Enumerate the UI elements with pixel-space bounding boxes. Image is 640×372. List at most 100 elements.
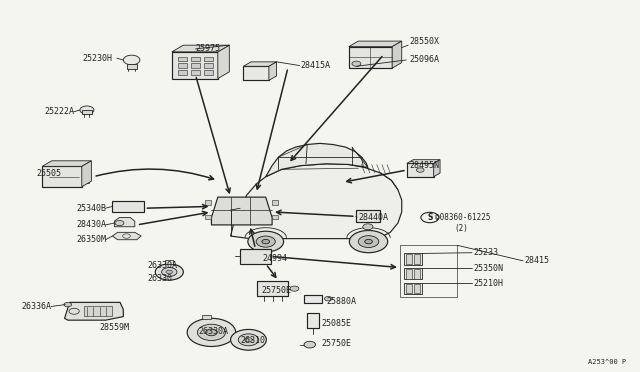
Circle shape [352, 61, 361, 66]
Polygon shape [434, 160, 440, 177]
Text: A253^00 P: A253^00 P [588, 359, 627, 365]
Text: 25750E: 25750E [261, 286, 291, 295]
Bar [191, 57, 200, 61]
Polygon shape [407, 160, 440, 163]
Bar [178, 63, 187, 68]
Text: 28440A: 28440A [358, 213, 388, 222]
Text: 26330A: 26330A [148, 261, 177, 270]
Circle shape [349, 231, 388, 253]
Text: 25505: 25505 [36, 169, 61, 177]
Circle shape [64, 302, 72, 307]
Bar [414, 254, 420, 264]
Circle shape [162, 267, 177, 276]
Circle shape [238, 334, 259, 346]
Bar [406, 284, 412, 294]
Circle shape [80, 106, 94, 114]
Bar [82, 110, 92, 115]
Text: 28415A: 28415A [301, 61, 331, 70]
Circle shape [290, 286, 299, 291]
Bar [178, 57, 187, 61]
Circle shape [363, 224, 373, 230]
Circle shape [358, 235, 379, 247]
Bar [272, 200, 278, 205]
Bar [82, 170, 90, 176]
Polygon shape [115, 218, 135, 227]
Bar [406, 269, 412, 279]
Bar [172, 52, 218, 78]
Polygon shape [243, 62, 276, 66]
Bar [42, 166, 82, 187]
Circle shape [417, 168, 424, 172]
Text: 26330A: 26330A [198, 327, 228, 336]
Text: 25880A: 25880A [326, 297, 356, 306]
Text: 28550X: 28550X [410, 37, 440, 46]
Bar [113, 201, 145, 212]
Bar [404, 253, 422, 264]
Bar [414, 284, 420, 294]
Polygon shape [269, 62, 276, 80]
Circle shape [244, 337, 252, 342]
Circle shape [304, 341, 316, 348]
Polygon shape [392, 41, 402, 68]
Text: 28415: 28415 [524, 256, 549, 265]
Bar [404, 283, 422, 294]
Polygon shape [218, 45, 229, 78]
Bar [404, 268, 422, 279]
Text: 24994: 24994 [262, 254, 287, 263]
Circle shape [124, 55, 140, 65]
Circle shape [324, 296, 332, 301]
Circle shape [187, 318, 236, 346]
Polygon shape [65, 302, 124, 320]
Circle shape [156, 264, 183, 280]
Bar [272, 215, 278, 219]
Bar [414, 269, 420, 279]
Text: 28430A: 28430A [76, 221, 106, 230]
Text: 25222A: 25222A [44, 108, 74, 116]
Text: (2): (2) [454, 224, 468, 233]
Text: 26310: 26310 [240, 336, 265, 346]
Text: ©08360-61225: ©08360-61225 [435, 213, 490, 222]
Text: 25750E: 25750E [322, 339, 352, 348]
Text: 28559M: 28559M [100, 323, 130, 332]
Bar [204, 57, 212, 61]
Bar [243, 66, 269, 80]
Text: 28495N: 28495N [410, 161, 440, 170]
Bar [204, 63, 212, 68]
Bar [406, 254, 412, 264]
Bar [82, 178, 90, 183]
Text: 26350M: 26350M [76, 235, 106, 244]
Circle shape [166, 270, 173, 274]
Bar [307, 314, 319, 328]
Polygon shape [349, 41, 402, 46]
Text: 25210H: 25210H [473, 279, 503, 288]
Polygon shape [211, 197, 272, 225]
Bar [166, 260, 173, 264]
Bar [205, 215, 211, 219]
Bar [407, 163, 434, 177]
Text: 25975: 25975 [195, 44, 220, 53]
Bar [257, 281, 288, 296]
Polygon shape [172, 45, 229, 52]
Bar [191, 70, 200, 75]
Bar [191, 63, 200, 68]
Text: 25230H: 25230H [83, 54, 113, 62]
Polygon shape [266, 143, 368, 177]
Circle shape [230, 330, 266, 350]
Text: 25233: 25233 [473, 248, 499, 257]
Bar [204, 70, 212, 75]
Polygon shape [42, 161, 92, 166]
Circle shape [197, 324, 225, 340]
Polygon shape [113, 232, 141, 240]
Circle shape [262, 239, 269, 244]
Bar [304, 295, 322, 303]
Text: 25096A: 25096A [410, 55, 440, 64]
Polygon shape [82, 161, 92, 187]
Bar [356, 211, 380, 222]
Circle shape [365, 239, 372, 244]
Polygon shape [230, 164, 402, 238]
Bar [127, 64, 137, 69]
Circle shape [205, 329, 217, 336]
Bar [349, 46, 392, 68]
Circle shape [256, 236, 275, 247]
Text: 25340B: 25340B [76, 204, 106, 213]
